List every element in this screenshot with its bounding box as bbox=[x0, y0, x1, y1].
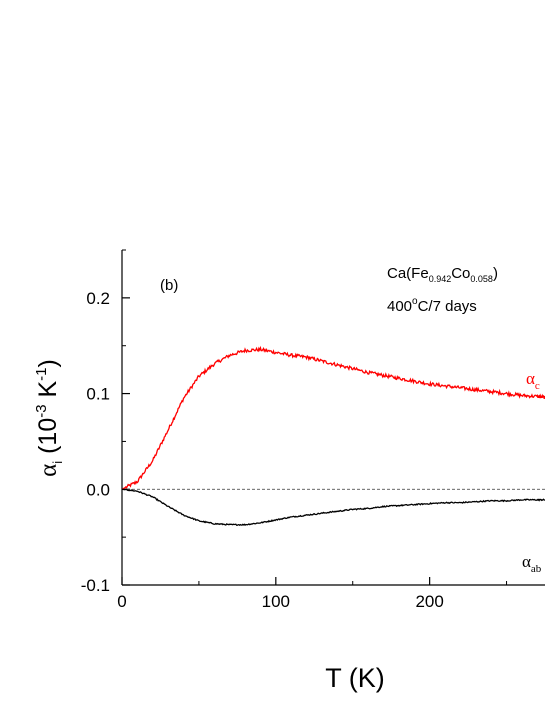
y-tick-label: -0.1 bbox=[81, 576, 110, 595]
x-axis-title: T (K) bbox=[325, 663, 385, 693]
series-label-alpha-c: αc bbox=[526, 369, 540, 392]
y-tick-label: 0.0 bbox=[86, 480, 110, 499]
series-label-alpha-ab: αab bbox=[522, 552, 542, 575]
anneal-condition: 400oC/7 days bbox=[387, 296, 477, 315]
series-group bbox=[122, 345, 545, 527]
axis-tick-labels: 0 100 200 -0.1 0.0 0.1 0.2 bbox=[81, 289, 444, 611]
y-tick-label: 0.2 bbox=[86, 289, 110, 308]
x-tick-label: 0 bbox=[117, 592, 126, 611]
x-tick-label: 100 bbox=[262, 592, 290, 611]
y-tick-label: 0.1 bbox=[86, 385, 110, 404]
panel-label: (b) bbox=[160, 277, 178, 294]
series-line-alpha-c bbox=[122, 345, 545, 490]
x-tick-label: 200 bbox=[415, 592, 443, 611]
sample-composition: Ca(Fe0.942Co0.058) bbox=[387, 265, 498, 284]
y-axis-title: αi (10-3 K-1) bbox=[33, 359, 65, 477]
series-line-alpha-ab bbox=[122, 488, 545, 527]
